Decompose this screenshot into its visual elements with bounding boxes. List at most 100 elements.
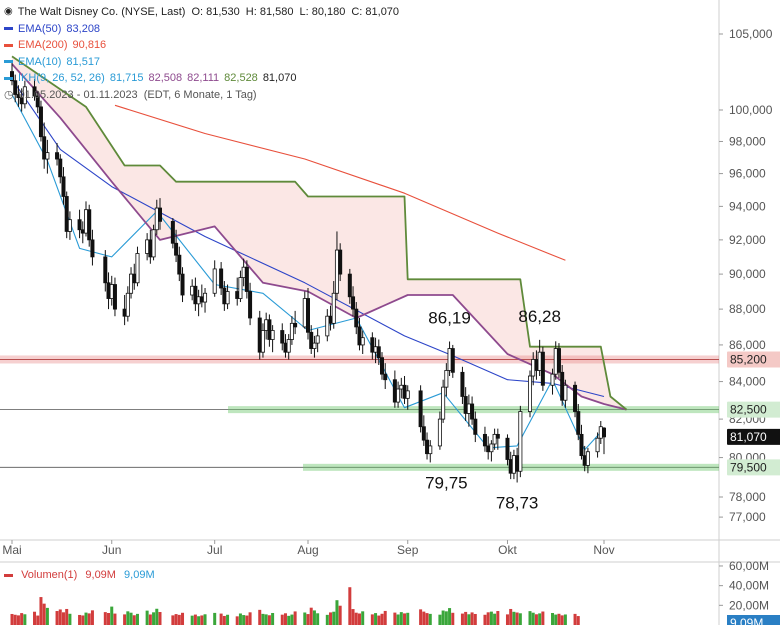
volume-bar	[326, 615, 329, 625]
candle-body	[470, 404, 473, 419]
volume-bar	[316, 613, 319, 625]
candle-body	[303, 299, 306, 327]
candle-body	[384, 374, 387, 380]
legend-ema10[interactable]: EMA(10) 81,517	[4, 54, 399, 71]
volume-bar	[178, 615, 181, 625]
volume-bar	[358, 613, 361, 625]
volume-bar	[438, 615, 441, 625]
candle-body	[181, 274, 184, 295]
candle-body	[174, 243, 177, 255]
volume-bar	[442, 611, 445, 625]
candle-body	[107, 283, 110, 299]
legend-ema50[interactable]: EMA(50) 83,208	[4, 21, 399, 38]
volume-bar	[68, 614, 71, 625]
candle-body	[490, 444, 493, 452]
candle-body	[487, 446, 490, 452]
legend-ema200[interactable]: EMA(200) 90,816	[4, 37, 399, 54]
volume-bar	[146, 611, 149, 625]
volume-bar	[78, 615, 81, 625]
price-badge-label: 85,200	[730, 352, 767, 366]
volume-bar	[290, 615, 293, 625]
candle-body	[223, 288, 226, 304]
volume-bar	[43, 604, 46, 625]
price-tick-label: 86,000	[729, 338, 766, 352]
price-annotation: 86,19	[428, 308, 471, 327]
candle-body	[483, 434, 486, 446]
volume-bar	[281, 615, 284, 625]
candle-body	[316, 336, 319, 343]
volume-value-1: 9,09M	[85, 569, 116, 581]
candle-body	[197, 297, 200, 304]
time-tick-label: Mai	[2, 543, 21, 557]
candle-body	[310, 332, 313, 348]
volume-bar	[313, 610, 316, 625]
volume-badge-label: 9,09M	[730, 616, 763, 625]
volume-bar	[65, 609, 68, 625]
volume-bar	[14, 615, 17, 625]
volume-bar	[85, 613, 88, 625]
candle-body	[461, 372, 464, 396]
candle-body	[123, 309, 126, 316]
volume-tick-label: 40,00M	[729, 579, 769, 593]
candle-body	[239, 278, 242, 299]
volume-bar	[33, 612, 36, 625]
volume-bar	[355, 613, 358, 625]
legend-ikh[interactable]: IKH(9, 26, 52, 26) 81,715 82,508 82,111 …	[4, 70, 399, 87]
candle-body	[191, 286, 194, 295]
candle-body	[586, 452, 589, 466]
price-badge-label: 81,070	[730, 430, 767, 444]
volume-bar	[348, 587, 351, 625]
volume-legend: Volumen(1) 9,09M 9,09M	[4, 569, 155, 581]
candle-body	[265, 320, 268, 331]
candle-body	[602, 428, 605, 437]
volume-bar	[133, 615, 136, 625]
time-tick-label: Okt	[498, 543, 517, 557]
volume-bar	[303, 613, 306, 625]
volume-bar	[519, 613, 522, 625]
candle-body	[400, 385, 403, 389]
candle-body	[332, 293, 335, 323]
time-tick-label: Jul	[207, 543, 222, 557]
volume-bar	[335, 600, 338, 625]
range-info: (EDT, 6 Monate, 1 Tag)	[144, 87, 257, 104]
volume-bar	[464, 612, 467, 625]
volume-bar	[493, 614, 496, 625]
volume-bar	[397, 614, 400, 625]
volume-bar	[577, 616, 580, 625]
candle-body	[464, 396, 467, 413]
candle-body	[68, 220, 71, 232]
volume-bar	[422, 612, 425, 625]
volume-bar	[467, 614, 470, 625]
candle-body	[393, 380, 396, 402]
candle-body	[268, 320, 271, 340]
candle-body	[294, 323, 297, 327]
candle-body	[84, 210, 87, 233]
volume-bar	[535, 614, 538, 625]
candle-body	[551, 374, 554, 385]
candle-body	[396, 389, 399, 402]
candle-body	[451, 349, 454, 373]
price-tick-label: 88,000	[729, 302, 766, 316]
ema50-value: 83,208	[66, 21, 100, 38]
volume-bar	[474, 614, 477, 625]
candle-body	[528, 376, 531, 412]
volume-bar	[17, 615, 20, 625]
volume-bar	[426, 613, 429, 625]
volume-bar	[307, 614, 310, 625]
candle-body	[155, 208, 158, 230]
volume-bar	[371, 614, 374, 625]
volume-bar	[377, 616, 380, 625]
range-dates: 01.05.2023 - 01.11.2023	[19, 87, 138, 104]
candle-body	[136, 253, 139, 282]
candle-body	[287, 339, 290, 352]
volume-bar	[506, 614, 509, 625]
volume-tick-label: 60,00M	[729, 559, 769, 573]
candle-body	[65, 196, 68, 231]
volume-bar	[46, 608, 49, 625]
volume-bar	[487, 612, 490, 625]
candle-body	[445, 370, 448, 387]
price-annotation: 86,28	[518, 307, 561, 326]
volume-bar	[532, 613, 535, 625]
candle-body	[178, 255, 181, 274]
